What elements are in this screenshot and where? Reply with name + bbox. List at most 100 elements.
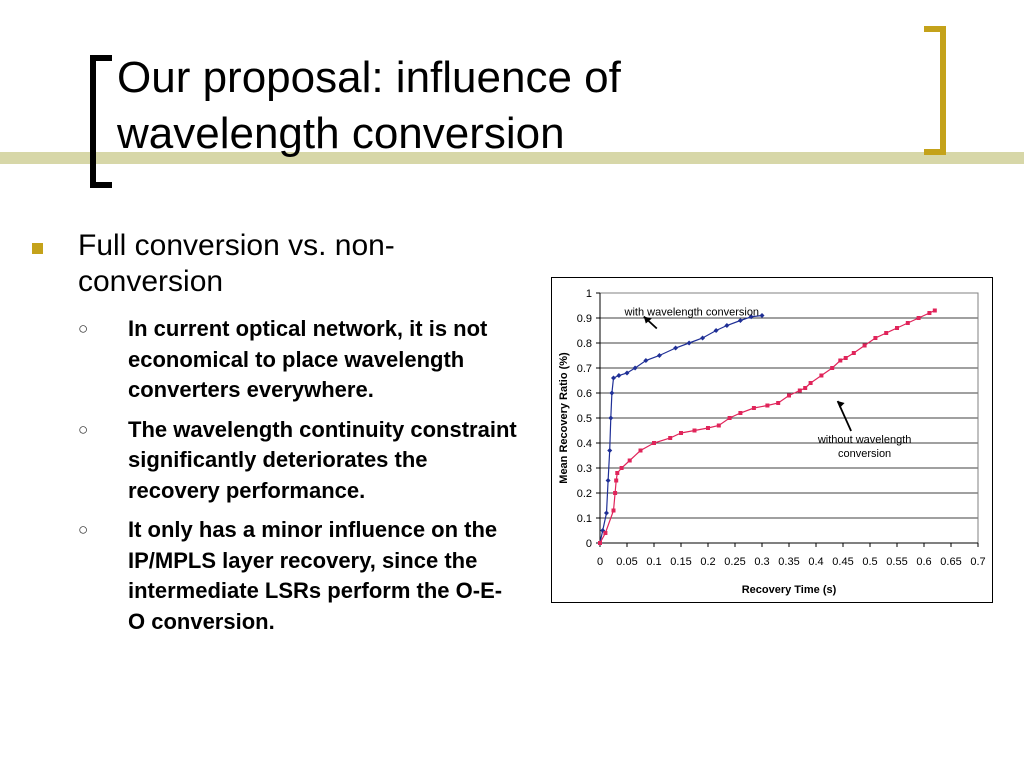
data-point-without — [862, 343, 867, 348]
sub-bullet-text: In current optical network, it is not ec… — [128, 316, 488, 402]
data-point-with — [607, 448, 613, 453]
data-point-with — [748, 314, 754, 320]
data-point-without — [787, 393, 791, 398]
series-line-without — [599, 309, 936, 544]
sub-bullet-text: The wavelength continuity constraint sig… — [128, 416, 517, 503]
y-tick-label: 0.4 — [577, 438, 592, 450]
data-point-without — [614, 478, 619, 483]
data-point-without — [932, 308, 937, 313]
data-point-without — [619, 466, 624, 470]
data-point-without — [884, 331, 889, 335]
data-point-without — [843, 356, 848, 360]
title-line-1: Our proposal: influence of — [117, 53, 621, 102]
title-rule — [0, 152, 1024, 164]
x-tick-label: 0.4 — [808, 556, 823, 568]
data-point-with — [605, 478, 611, 483]
chart-svg: 0 0.1 0.2 0.3 0.4 0.5 0.6 0.7 0.8 0.9 1 0 0.05 0.1 0.1… — [558, 288, 986, 596]
title-line-2: wavelength conversion — [117, 109, 565, 158]
data-point-without — [638, 448, 643, 453]
x-axis-label: Recovery Time (s) — [742, 584, 837, 596]
sub-bullet-list: ○ In current optical network, it is not … — [78, 314, 518, 646]
data-point-with — [656, 353, 662, 358]
data-point-without — [819, 373, 824, 378]
data-point-without — [738, 411, 743, 415]
x-tick-label: 0.6 — [916, 556, 931, 568]
data-point-without — [803, 386, 808, 390]
data-point-without — [627, 458, 632, 463]
series-line-with — [599, 314, 763, 544]
data-point-with — [624, 370, 630, 376]
right-bracket-icon — [924, 26, 946, 155]
slide-title: Our proposal: influence of wavelength co… — [117, 50, 817, 162]
data-point-without — [838, 358, 843, 363]
arrowhead-icon — [837, 401, 845, 408]
data-point-without — [598, 541, 602, 545]
annotation-without-conversion: conversion — [838, 448, 891, 460]
data-point-with — [608, 415, 614, 421]
data-point-without — [727, 416, 732, 420]
arrowhead-icon — [643, 316, 652, 324]
x-tick-label: 0.7 — [970, 556, 985, 568]
left-bracket-icon — [90, 55, 112, 188]
sub-bullet-item: ○ In current optical network, it is not … — [78, 314, 518, 406]
data-point-without — [652, 441, 656, 445]
circle-bullet-icon: ○ — [78, 520, 89, 539]
x-tick-label: 0 — [597, 556, 603, 568]
x-tick-label: 0.3 — [754, 556, 769, 568]
data-point-with — [632, 365, 638, 371]
data-point-without — [873, 336, 878, 340]
data-point-with — [673, 345, 679, 351]
data-point-with — [600, 528, 606, 533]
x-tick-label: 0.15 — [670, 556, 691, 568]
data-point-without — [851, 351, 856, 355]
x-tick-label: 0.2 — [700, 556, 715, 568]
x-tick-label: 0.45 — [832, 556, 853, 568]
data-point-without — [776, 401, 781, 405]
y-tick-label: 0.5 — [577, 413, 592, 425]
y-tick-label: 0.2 — [577, 488, 592, 500]
data-point-with — [643, 358, 649, 363]
data-point-without — [716, 423, 721, 428]
data-point-without — [611, 508, 616, 513]
circle-bullet-icon: ○ — [78, 319, 89, 338]
x-tick-label: 0.05 — [616, 556, 637, 568]
y-tick-label: 0.6 — [577, 388, 592, 400]
sub-bullet-text: It only has a minor influence on the IP/… — [128, 517, 503, 634]
sub-bullet-item: ○ It only has a minor influence on the I… — [78, 515, 518, 637]
data-point-without — [797, 388, 802, 393]
y-tick-label: 0.9 — [577, 313, 592, 325]
circle-bullet-icon: ○ — [78, 419, 89, 439]
y-tick-label: 0.8 — [577, 338, 592, 350]
data-point-without — [668, 436, 673, 440]
data-point-with — [759, 313, 765, 318]
data-point-with — [700, 335, 706, 341]
main-bullet-text: Full conversion vs. non-conversion — [78, 229, 395, 298]
data-point-without — [615, 471, 620, 475]
x-tick-label: 0.25 — [724, 556, 745, 568]
y-axis-label: Mean Recovery Ratio (%) — [558, 352, 570, 484]
x-tick-label: 0.5 — [862, 556, 877, 568]
data-point-without — [895, 326, 899, 330]
data-point-without — [679, 431, 683, 435]
y-tick-label: 0.1 — [577, 513, 592, 525]
data-point-without — [830, 366, 835, 370]
annotation-without-conversion: without wavelength — [817, 434, 912, 446]
y-tick-label: 0 — [586, 538, 592, 550]
data-point-with — [737, 318, 743, 323]
data-point-without — [692, 428, 697, 433]
data-point-with — [713, 328, 719, 333]
chart-frame: 0 0.1 0.2 0.3 0.4 0.5 0.6 0.7 0.8 0.9 1 0 0.05 0.1 0.1… — [551, 277, 993, 603]
y-tick-label: 0.3 — [577, 463, 592, 475]
y-tick-label: 0.7 — [577, 363, 592, 375]
data-point-without — [751, 406, 756, 410]
data-point-with — [603, 510, 609, 516]
data-point-without — [706, 426, 710, 430]
data-point-without — [603, 531, 608, 535]
data-point-without — [765, 403, 770, 408]
data-point-without — [613, 491, 618, 495]
x-tick-label: 0.1 — [646, 556, 661, 568]
square-bullet-icon — [32, 243, 43, 254]
data-point-with — [616, 373, 622, 378]
data-point-without — [927, 311, 932, 315]
annotation-with-conversion: with wavelength conversion — [624, 307, 760, 319]
